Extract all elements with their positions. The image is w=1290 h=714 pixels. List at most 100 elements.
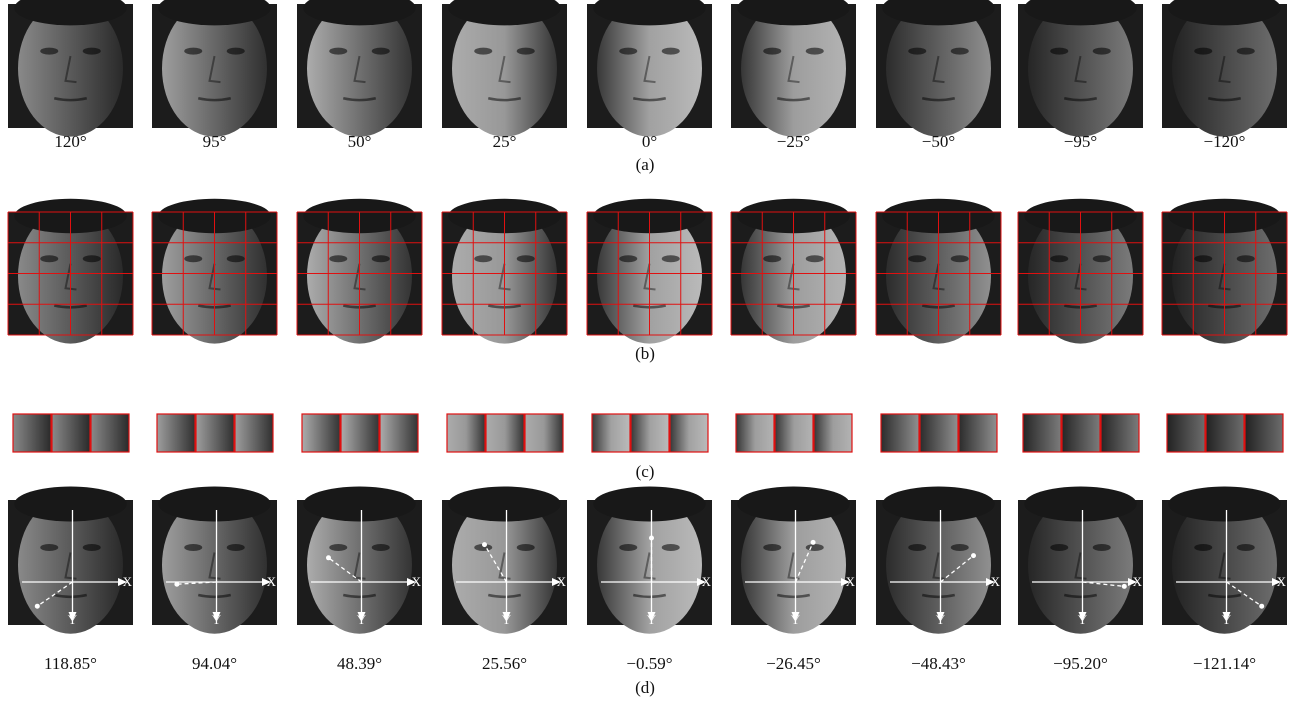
axis-label: Y [791,612,801,627]
patch [302,414,340,452]
eye [1050,544,1068,551]
hair [14,487,127,522]
patch [235,414,273,452]
patch [1062,414,1100,452]
axis-label: X [557,574,567,589]
angle-label: −50° [922,132,955,151]
eye [83,48,101,55]
eye [951,48,969,55]
pose-tip [174,582,179,587]
axis-label: Y [936,612,946,627]
eye [40,255,58,262]
angle-label: 50° [348,132,372,151]
eye [40,544,58,551]
eye [83,255,101,262]
axis-label: Y [1222,612,1232,627]
hair [448,487,561,522]
eye [1093,255,1111,262]
angle-label: −121.14° [1193,654,1256,673]
angle-label: −120° [1204,132,1246,151]
eye [1237,48,1255,55]
eye [1050,48,1068,55]
pose-tip [649,536,654,541]
axis-label: X [702,574,712,589]
figure: 120°95°50°25°0°−25°−50°−95°−120°(a)(b)(c… [0,0,1290,709]
eye [1194,544,1212,551]
eye [227,544,245,551]
axis-label: X [846,574,856,589]
axis-label: Y [1078,612,1088,627]
hair [303,487,416,522]
patch [91,414,129,452]
patch [1023,414,1061,452]
patch [920,414,958,452]
patch [380,414,418,452]
caption: (a) [636,155,655,174]
caption: (b) [635,344,655,363]
patch [814,414,852,452]
eye [619,48,637,55]
eye [1237,544,1255,551]
patch [1245,414,1283,452]
eye [517,48,535,55]
eye [806,544,824,551]
eye [619,255,637,262]
eye [184,544,202,551]
axis-label: X [1277,574,1287,589]
axis-label: X [991,574,1001,589]
eye [1237,255,1255,262]
patch [1167,414,1205,452]
eye [908,255,926,262]
eye [1194,255,1212,262]
patch [631,414,669,452]
axis-label: Y [647,612,657,627]
eye [763,48,781,55]
axis-label: Y [357,612,367,627]
eye [83,544,101,551]
eye [806,255,824,262]
eye [1050,255,1068,262]
eye [662,48,680,55]
patch [157,414,195,452]
eye [662,255,680,262]
angle-label: 25° [493,132,517,151]
eye [951,544,969,551]
eye [951,255,969,262]
patch [670,414,708,452]
patch [486,414,524,452]
pose-tip [326,555,331,560]
patch [1101,414,1139,452]
axis-label: X [123,574,133,589]
page: {"rows": [ {"labels": ["120°", "95°", "5… [0,0,1290,709]
patch [736,414,774,452]
axis-label: Y [68,612,78,627]
axis-label: X [1133,574,1143,589]
eye [372,255,390,262]
axis-label: Y [212,612,222,627]
angle-label: 120° [54,132,86,151]
eye [517,255,535,262]
angle-label: −95.20° [1053,654,1108,673]
eye [908,48,926,55]
hair [1024,487,1137,522]
eye [329,255,347,262]
axis-label: X [267,574,277,589]
angle-label: −0.59° [626,654,672,673]
angle-label: 95° [203,132,227,151]
axis-label: X [412,574,422,589]
caption: (c) [636,462,655,481]
eye [1093,544,1111,551]
patch [196,414,234,452]
eye [662,544,680,551]
patch [592,414,630,452]
patch [881,414,919,452]
angle-label: 118.85° [44,654,97,673]
eye [40,48,58,55]
patch [525,414,563,452]
patch [959,414,997,452]
patch [13,414,51,452]
angle-label: −26.45° [766,654,821,673]
eye [227,48,245,55]
patch [447,414,485,452]
pose-tip [971,553,976,558]
